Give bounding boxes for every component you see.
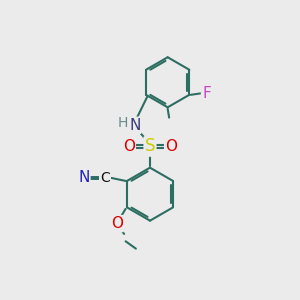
Text: O: O — [165, 139, 177, 154]
Text: N: N — [129, 118, 140, 133]
Text: H: H — [117, 116, 128, 130]
Text: N: N — [78, 170, 89, 185]
Text: S: S — [145, 137, 155, 155]
Text: O: O — [123, 139, 135, 154]
Text: C: C — [100, 171, 110, 185]
Text: O: O — [111, 216, 123, 231]
Text: F: F — [202, 86, 211, 101]
